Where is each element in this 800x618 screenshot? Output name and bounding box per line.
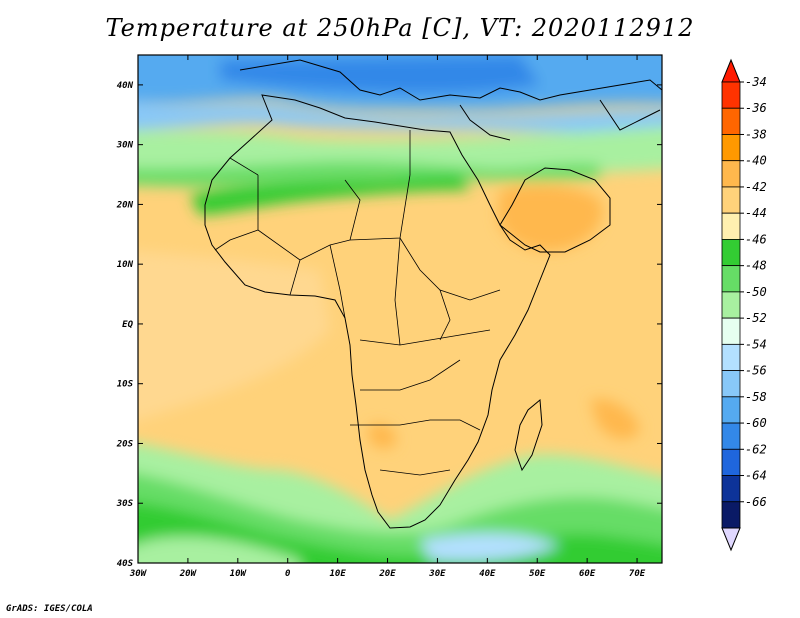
lon-tick-label: 20E [378,569,396,579]
colorbar-segment [721,396,741,424]
lon-tick-label: 0 [285,569,291,579]
colorbar-label: -56 [745,364,767,378]
colorbar-segment [721,186,741,214]
colorbar-label: -40 [745,154,767,168]
colorbar-label: -44 [745,206,767,220]
lon-tick-label: 30W [129,569,148,579]
colorbar-label: -66 [745,495,767,509]
map-title: Temperature at 250hPa [C], VT: 202011291… [105,14,695,42]
lon-tick-label: 60E [579,569,596,579]
colorbar-label: -62 [745,442,767,456]
colorbar-segment [721,134,741,162]
lat-tick-label: 40S [117,559,134,569]
country-borders [214,130,501,476]
lon-tick-label: 70E [629,569,646,579]
lon-tick-label: 50E [529,569,546,579]
lat-tick-label: EQ [122,320,133,330]
colorbar-label: -34 [745,75,767,89]
lat-tick-label: 10S [117,380,134,390]
lat-tick-label: 10N [117,260,134,270]
colorbar-label: -42 [745,180,767,194]
colorbar-segment [721,265,741,293]
grads-credit: GrADS: IGES/COLA [6,604,93,614]
lon-tick-label: 10E [329,569,346,579]
colorbar-segment [721,239,741,267]
colorbar-segment [721,107,741,135]
colorbar-segment [721,212,741,240]
colorbar-label: -64 [745,469,767,483]
colorbar-segment [721,422,741,450]
colorbar-segment [721,343,741,371]
colorbar-label: -58 [745,390,767,404]
lon-tick-label: 40E [479,569,496,579]
colorbar-segment [721,160,741,188]
lat-tick-label: 30S [116,499,134,509]
lon-tick-label: 20W [179,569,198,579]
map-frame [137,54,663,564]
colorbar-label: -52 [745,311,767,325]
lon-tick-label: 30E [428,569,446,579]
colorbar-bottom-arrow [721,527,741,552]
colorbar-top-arrow [721,58,741,83]
lat-tick-label: 20S [116,439,134,449]
lon-tick-label: 10W [230,569,248,579]
colorbar-label: -54 [745,337,767,351]
lat-tick-label: 30N [116,141,134,151]
lat-tick-label: 40N [117,81,134,91]
colorbar-segment [721,475,741,503]
colorbar-segment [721,317,741,345]
colorbar-label: -38 [745,127,767,141]
map-axes: 30W 20W 10W 0 10E 20E 30E 40E 50E 60E 70E 40N 30N 20N… [116,55,662,579]
colorbar-segment [721,81,741,109]
colorbar: -34 -36 -38 -40 -42 -44 -46 -48 -50 -52 -54 -56 -58 -… [721,58,767,552]
colorbar-segment [721,370,741,398]
colorbar-label: -48 [745,259,767,273]
temperature-field [138,55,662,563]
coastlines [204,59,662,529]
colorbar-segment [721,501,741,529]
colorbar-label: -46 [745,232,767,246]
colorbar-label: -60 [745,416,767,430]
colorbar-label: -50 [745,285,767,299]
colorbar-segment [721,448,741,476]
colorbar-label: -36 [745,101,767,115]
colorbar-segment [721,291,741,319]
lat-tick-label: 20N [116,200,134,210]
